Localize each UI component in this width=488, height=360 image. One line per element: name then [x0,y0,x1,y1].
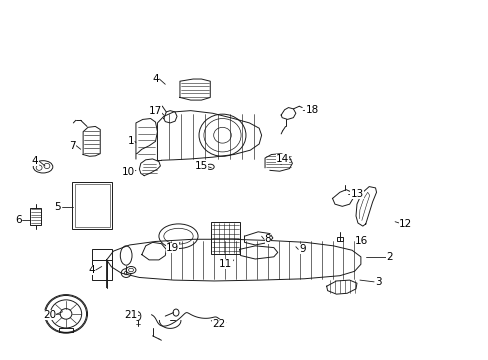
Text: 10: 10 [122,167,134,177]
Text: 1: 1 [127,136,134,147]
Text: 7: 7 [69,141,76,151]
Text: 2: 2 [386,252,392,262]
Bar [72,182,112,229]
Ellipse shape [33,161,53,173]
Text: 4: 4 [152,74,159,84]
Text: 18: 18 [305,105,318,115]
Text: 20: 20 [43,310,56,320]
Ellipse shape [135,312,141,320]
Bar [30,208,41,225]
Ellipse shape [45,296,86,332]
Text: 14: 14 [275,154,289,164]
Text: 17: 17 [148,105,162,116]
Text: 21: 21 [124,310,138,320]
Text: 19: 19 [165,243,179,253]
Bar [92,249,112,280]
Bar [336,237,343,240]
Text: 4: 4 [88,265,95,275]
Text: 15: 15 [194,161,208,171]
Text: 8: 8 [264,234,271,244]
Bar [211,222,239,254]
Text: 22: 22 [212,319,225,329]
Text: 16: 16 [354,237,368,247]
Text: 13: 13 [349,189,363,199]
Text: 5: 5 [54,202,61,212]
Text: 11: 11 [219,259,232,269]
Text: 12: 12 [398,219,412,229]
Ellipse shape [120,246,132,265]
Text: 6: 6 [15,215,22,225]
Bar [75,184,110,228]
Ellipse shape [159,224,198,248]
Text: 9: 9 [298,244,305,255]
Text: 4: 4 [32,156,39,166]
Text: 3: 3 [374,277,381,287]
Ellipse shape [199,114,245,156]
Ellipse shape [126,266,136,274]
